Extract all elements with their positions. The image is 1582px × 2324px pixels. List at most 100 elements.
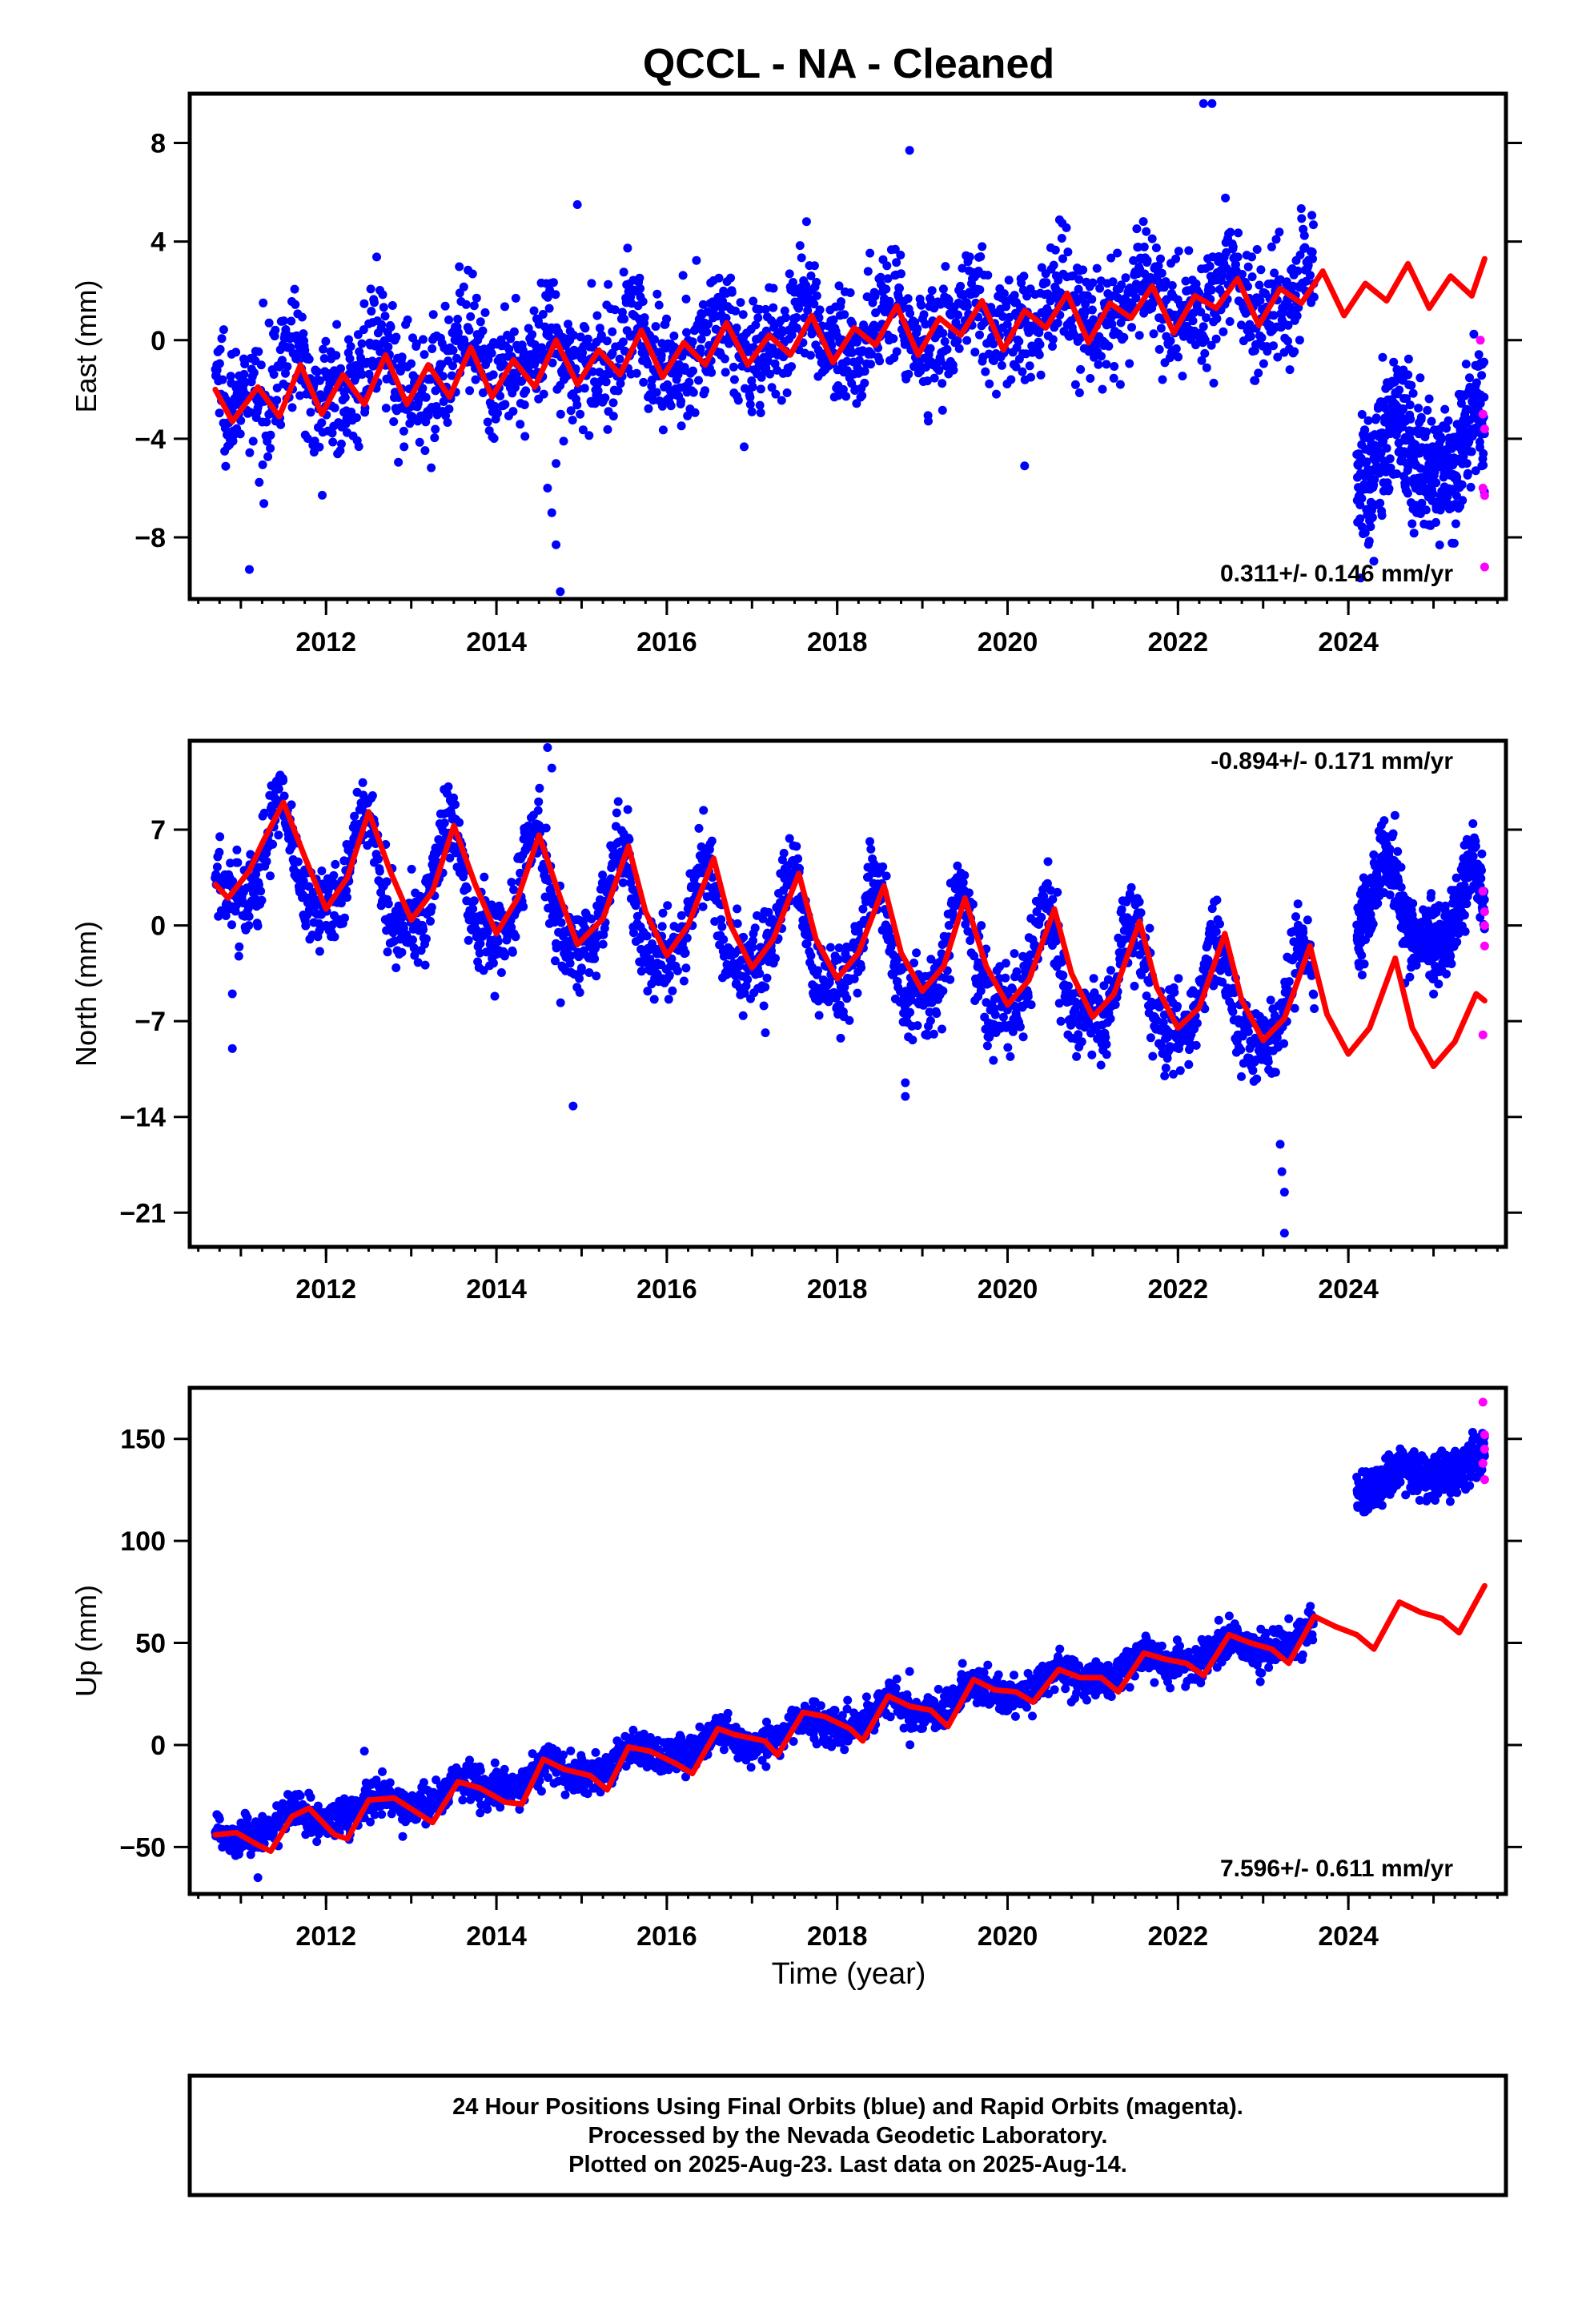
east-final-point (1285, 365, 1295, 375)
north-final-point (1106, 1014, 1115, 1023)
east-final-point (248, 436, 258, 446)
east-final-point (755, 400, 765, 410)
east-final-point (841, 392, 851, 401)
east-final-point (801, 217, 811, 227)
east-final-late-point (1384, 484, 1394, 493)
north-final-point (490, 991, 500, 1001)
north-final-point (556, 918, 566, 927)
east-final-point (604, 279, 613, 289)
north-final-point (961, 919, 970, 929)
north-final-point (235, 942, 244, 951)
east-final-outlier-point (552, 459, 561, 468)
east-final-point (1307, 247, 1317, 257)
north-final-point (301, 921, 311, 931)
east-final-point (749, 296, 758, 306)
north-final-point (982, 1041, 992, 1051)
north-final-point (849, 974, 859, 983)
north-final-point (374, 854, 383, 864)
east-final-point (231, 348, 241, 357)
east-final-point (359, 325, 368, 335)
east-final-point (782, 388, 792, 397)
east-final-point (568, 416, 577, 425)
east-final-point (1283, 320, 1293, 330)
north-final-point (795, 863, 804, 873)
north-final-point (329, 870, 339, 880)
east-final-late-point (1409, 529, 1419, 538)
north-final-point (556, 998, 565, 1007)
east-final-late-point (1364, 537, 1374, 546)
east-final-point (738, 310, 748, 320)
north-final-point (1053, 887, 1062, 897)
east-final-point (357, 370, 367, 379)
east-final-point (954, 344, 964, 353)
north-final-point (496, 968, 506, 977)
east-final-point (733, 396, 743, 405)
east-final-point (387, 301, 397, 310)
north-final-point (748, 943, 757, 952)
east-final-point (511, 383, 520, 392)
east-final-point (1149, 299, 1158, 308)
north-final-point (1010, 949, 1019, 959)
east-final-point (430, 433, 440, 443)
east-final-point (1019, 271, 1029, 281)
east-final-point (857, 391, 867, 400)
east-final-point (420, 350, 429, 360)
east-final-point (985, 379, 994, 388)
east-final-point (319, 344, 328, 354)
east-final-point (259, 298, 268, 308)
east-final-point (1162, 295, 1171, 304)
east-final-point (1034, 350, 1044, 360)
east-final-point (1004, 275, 1014, 285)
east-final-point (601, 377, 611, 387)
north-final-point (409, 943, 419, 953)
north-final-point (624, 834, 634, 844)
east-final-late-point (1474, 350, 1484, 360)
north-final-point (802, 939, 812, 949)
east-final-point (471, 375, 480, 384)
east-final-point (1142, 227, 1151, 236)
east-final-point (437, 360, 447, 369)
east-final-point (1225, 317, 1235, 326)
east-final-point (769, 303, 778, 312)
east-final-late-point (1422, 427, 1431, 436)
north-final-point (1161, 1063, 1170, 1073)
east-final-point (1157, 268, 1166, 278)
north-final-point (1184, 1059, 1194, 1069)
north-final-point (1130, 981, 1139, 991)
east-final-point (919, 310, 929, 320)
east-final-point (981, 367, 990, 376)
east-final-point (336, 439, 346, 448)
north-final-point (613, 797, 623, 806)
east-final-point (789, 278, 797, 287)
east-final-point (1209, 378, 1219, 388)
east-final-point (1102, 360, 1111, 369)
east-final-point (729, 375, 739, 384)
east-final-point (578, 425, 588, 435)
east-final-point (926, 296, 936, 306)
east-final-point (895, 283, 904, 293)
east-final-point (521, 386, 531, 396)
north-final-point (1173, 1001, 1182, 1011)
north-final-point (575, 987, 584, 997)
north-final-point (912, 948, 921, 958)
east-final-point (638, 297, 648, 306)
east-y-axis-label: East (mm) (70, 280, 102, 413)
east-final-point (732, 324, 741, 332)
east-final-point (605, 369, 614, 379)
north-final-point (623, 805, 632, 814)
east-rapid-point (1480, 491, 1489, 501)
north-final-point (576, 963, 586, 973)
north-final-point (359, 790, 368, 800)
east-final-point (426, 375, 436, 384)
east-final-point (720, 354, 729, 364)
east-final-point (777, 396, 786, 405)
east-final-point (748, 382, 757, 392)
north-final-point (419, 925, 428, 935)
north-final-point (707, 836, 717, 846)
east-final-point (444, 315, 453, 324)
east-final-point (1257, 333, 1267, 343)
east-final-point (1263, 347, 1272, 356)
east-final-point (1087, 295, 1097, 304)
east-final-point (903, 294, 913, 304)
east-final-point (677, 396, 686, 406)
